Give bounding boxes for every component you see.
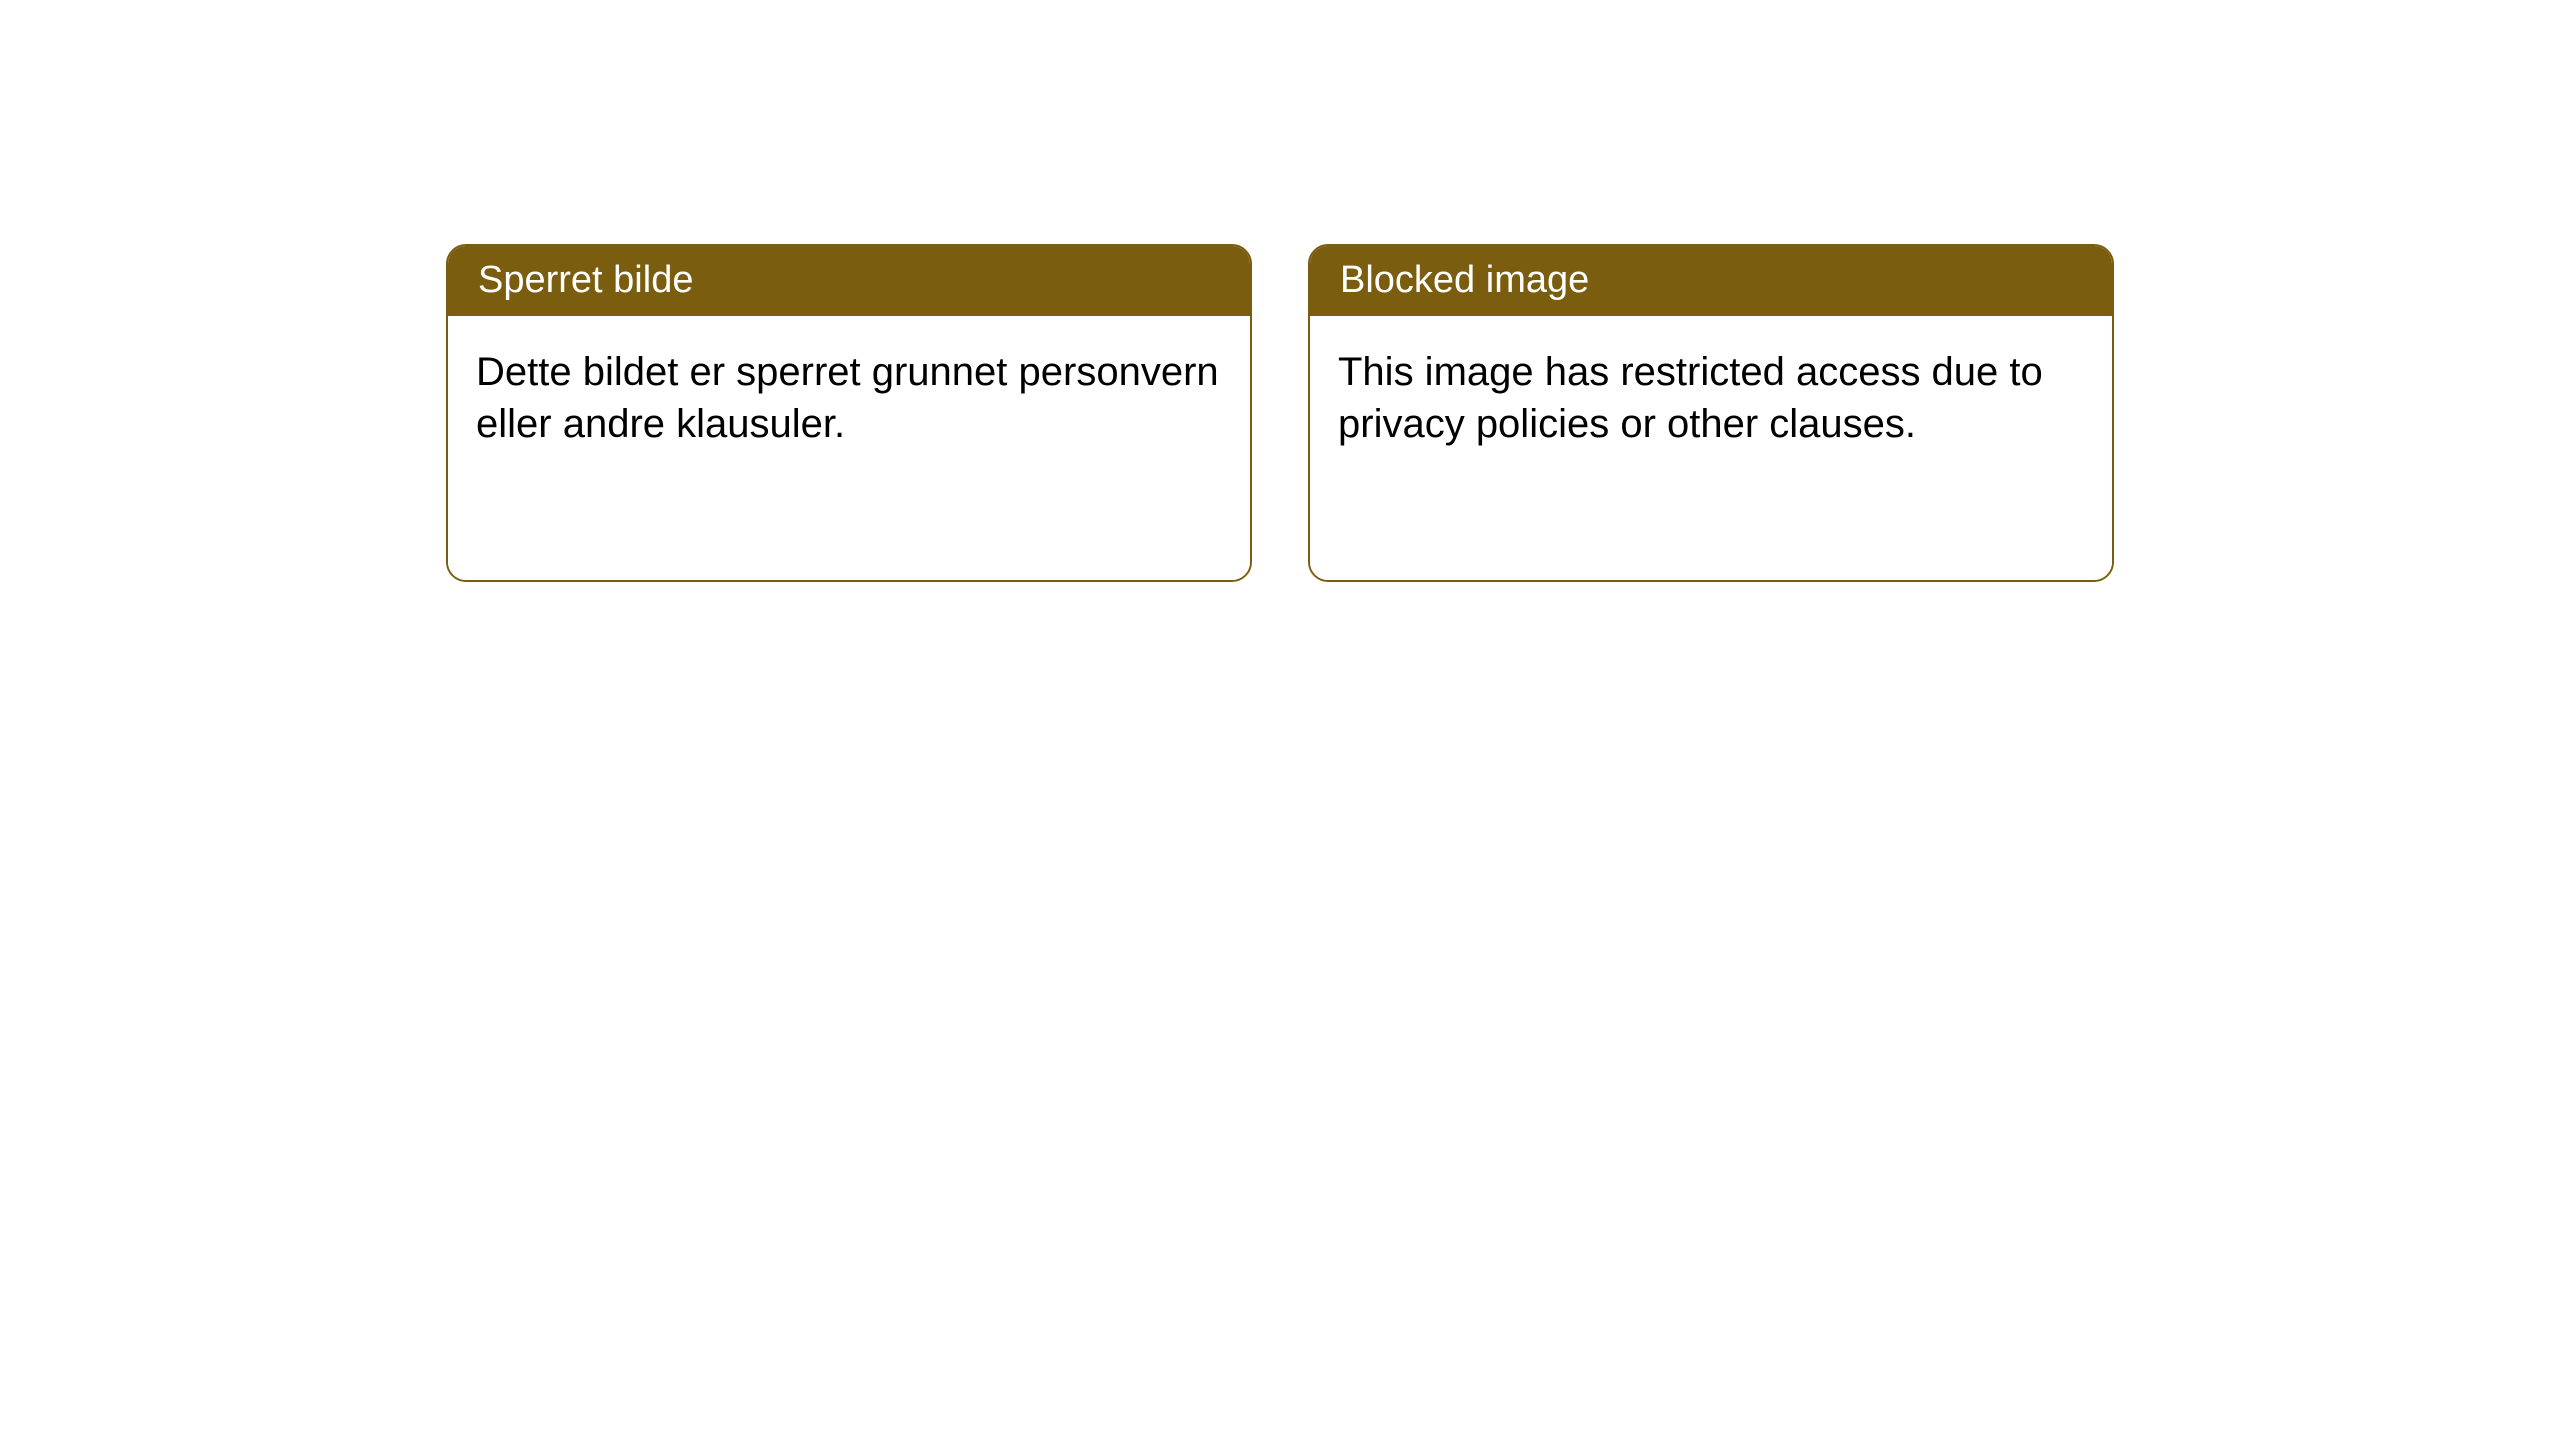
- notice-container: Sperret bilde Dette bildet er sperret gr…: [446, 244, 2114, 582]
- notice-text: This image has restricted access due to …: [1338, 346, 2084, 452]
- notice-body: This image has restricted access due to …: [1310, 316, 2112, 580]
- notice-title: Blocked image: [1340, 258, 2082, 304]
- notice-card-english: Blocked image This image has restricted …: [1308, 244, 2114, 582]
- notice-body: Dette bildet er sperret grunnet personve…: [448, 316, 1250, 580]
- notice-text: Dette bildet er sperret grunnet personve…: [476, 346, 1222, 452]
- notice-title: Sperret bilde: [478, 258, 1220, 304]
- notice-card-norwegian: Sperret bilde Dette bildet er sperret gr…: [446, 244, 1252, 582]
- notice-header: Sperret bilde: [448, 246, 1250, 316]
- notice-header: Blocked image: [1310, 246, 2112, 316]
